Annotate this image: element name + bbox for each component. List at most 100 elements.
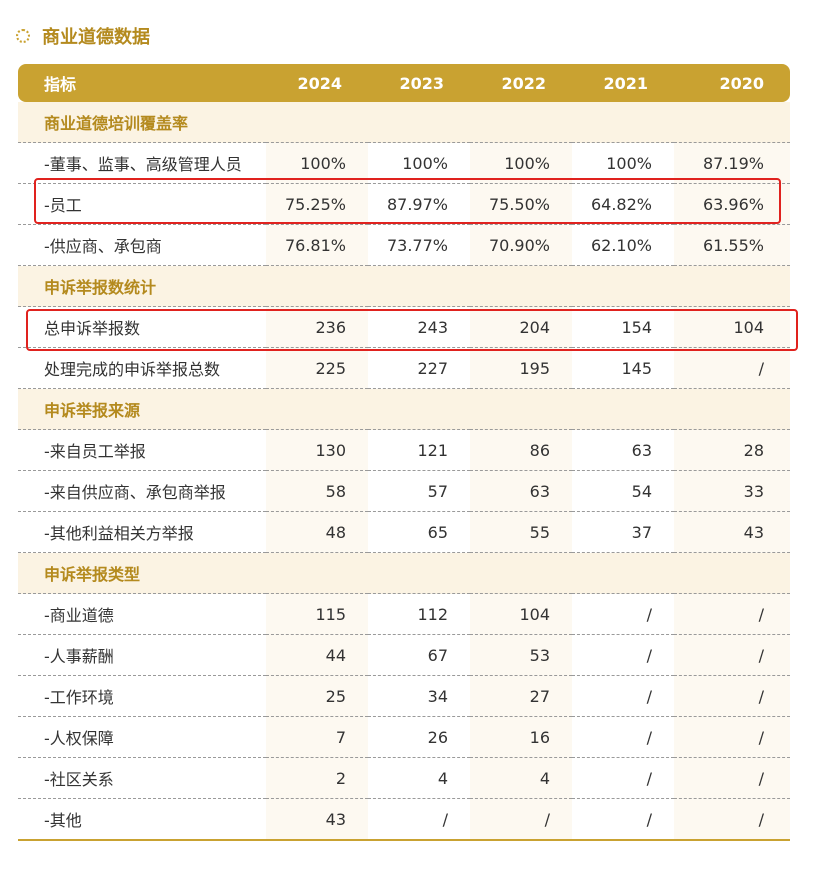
dotted-circle-icon [16,29,30,43]
cell-value: 64.82% [572,183,674,225]
table-row: -人权保障 7 26 16// [18,716,790,758]
row-label: -来自供应商、承包商举报 [18,470,266,512]
cell-value: 115 [266,593,368,635]
row-label: -人事薪酬 [18,634,266,676]
table-body: 商业道德培训覆盖率 -董事、监事、高级管理人员 100% 100% 100% 100% 87… [18,102,790,841]
cell-value: 48 [266,511,368,553]
cell-value: 4 [470,757,572,799]
cell-value: 4 [368,757,470,799]
table-row: -董事、监事、高级管理人员 100% 100% 100% 100% 87.19% [18,142,790,184]
header-year: 2020 [674,64,790,102]
cell-value: 100% [572,142,674,184]
cell-value: 100% [368,142,470,184]
cell-value: 37 [572,511,674,553]
cell-value: 55 [470,511,572,553]
section-row: 商业道德培训覆盖率 [18,102,790,143]
cell-value: 34 [368,675,470,717]
table-row: -来自员工举报 130 121 86 63 28 [18,429,790,471]
data-table-container: 指标 2024 2023 2022 2021 2020 商业道德培训覆盖率 -董事… [18,64,790,841]
cell-value: 76.81% [266,224,368,266]
cell-value: 227 [368,347,470,389]
cell-value: 87.97% [368,183,470,225]
row-label: -员工 [18,183,266,225]
cell-value: 75.50% [470,183,572,225]
header-indicator: 指标 [18,64,266,102]
header-year: 2022 [470,64,572,102]
cell-value: / [572,634,674,676]
table-row: -来自供应商、承包商举报 58 57 63 54 33 [18,470,790,512]
table-header-row: 指标 2024 2023 2022 2021 2020 [18,64,790,102]
cell-value: 225 [266,347,368,389]
cell-value: 75.25% [266,183,368,225]
cell-value: 65 [368,511,470,553]
row-label: -社区关系 [18,757,266,799]
table-row: -其他 43// / / [18,798,790,841]
header-year: 2023 [368,64,470,102]
cell-value: 73.77% [368,224,470,266]
cell-value: 26 [368,716,470,758]
section-row: 申诉举报来源 [18,388,790,430]
table-row: -供应商、承包商 76.81% 73.77% 70.90% 62.10% 61.55% [18,224,790,266]
cell-value: 87.19% [674,142,790,184]
row-label: -商业道德 [18,593,266,635]
row-label: -其他 [18,798,266,841]
cell-value: 195 [470,347,572,389]
header-year: 2024 [266,64,368,102]
section-title: 申诉举报来源 [18,388,790,430]
table-row: -社区关系 2 4 4// [18,757,790,799]
cell-value: / [674,798,790,841]
row-label: 总申诉举报数 [18,306,266,348]
cell-value: / [470,798,572,841]
table-row: 处理完成的申诉举报总数 225 227 195 145/ [18,347,790,389]
cell-value: 63.96% [674,183,790,225]
row-label: -人权保障 [18,716,266,758]
row-label: -来自员工举报 [18,429,266,471]
cell-value: 43 [674,511,790,553]
cell-value: 154 [572,306,674,348]
cell-value: / [572,593,674,635]
row-label: -供应商、承包商 [18,224,266,266]
cell-value: 27 [470,675,572,717]
cell-value: 145 [572,347,674,389]
row-label: 处理完成的申诉举报总数 [18,347,266,389]
cell-value: 63 [572,429,674,471]
cell-value: 236 [266,306,368,348]
cell-value: 104 [674,306,790,348]
cell-value: 121 [368,429,470,471]
cell-value: 57 [368,470,470,512]
cell-value: 7 [266,716,368,758]
cell-value: 58 [266,470,368,512]
business-ethics-table: 指标 2024 2023 2022 2021 2020 商业道德培训覆盖率 -董事… [18,64,790,841]
row-label: -工作环境 [18,675,266,717]
cell-value: / [674,757,790,799]
table-row: -工作环境 25 34 27// [18,675,790,717]
cell-value: 70.90% [470,224,572,266]
cell-value: 100% [266,142,368,184]
cell-value: 43 [266,798,368,841]
cell-value: 112 [368,593,470,635]
cell-value: 63 [470,470,572,512]
cell-value: 25 [266,675,368,717]
section-title: 申诉举报数统计 [18,265,790,307]
table-row: -其他利益相关方举报 48 65 55 37 43 [18,511,790,553]
table-row: -商业道德 115 112 104// [18,593,790,635]
cell-value: / [674,347,790,389]
table-row: -员工 75.25% 87.97% 75.50% 64.82% 63.96% [18,183,790,225]
cell-value: 100% [470,142,572,184]
row-label: -董事、监事、高级管理人员 [18,142,266,184]
cell-value: 243 [368,306,470,348]
cell-value: / [572,675,674,717]
section-title: 商业道德培训覆盖率 [18,102,790,143]
cell-value: / [674,716,790,758]
cell-value: 61.55% [674,224,790,266]
table-row: -人事薪酬 44 67 53// [18,634,790,676]
cell-value: / [572,716,674,758]
header-year: 2021 [572,64,674,102]
cell-value: 53 [470,634,572,676]
cell-value: / [572,757,674,799]
section-heading: 商业道德数据 [16,22,150,50]
cell-value: 67 [368,634,470,676]
section-row: 申诉举报数统计 [18,265,790,307]
cell-value: / [674,634,790,676]
page-title: 商业道德数据 [42,27,150,48]
